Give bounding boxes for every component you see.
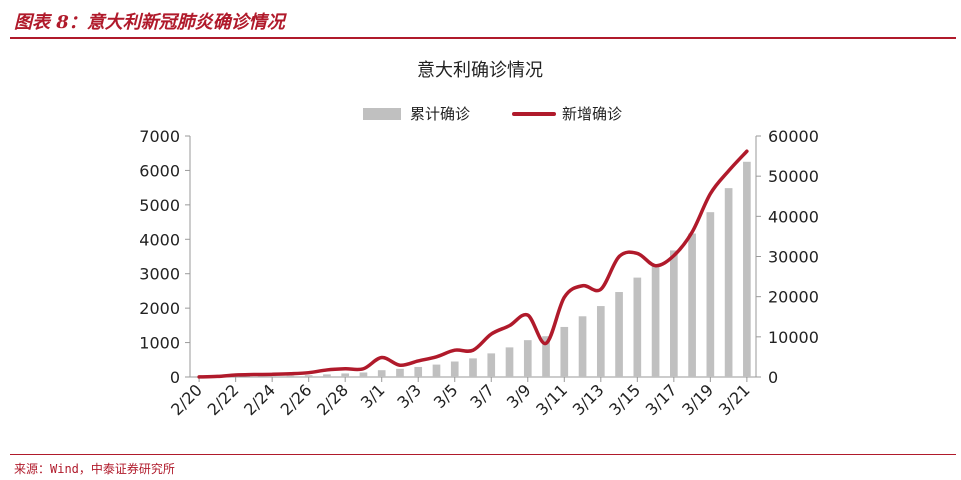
x-tick-label: 3/21 (715, 380, 754, 419)
y-left-tick-label: 0 (170, 368, 180, 387)
bar-2/27 (323, 374, 331, 377)
x-tick-label: 3/13 (569, 380, 608, 419)
bar-3/17 (670, 250, 678, 377)
x-tick-label: 3/7 (466, 380, 498, 412)
bar-3/9 (523, 340, 532, 377)
series-line-new-cases (197, 149, 749, 379)
bottom-rule (10, 454, 956, 455)
y-right-tick-label: 50000 (768, 167, 819, 186)
legend-label-line: 新增确诊 (562, 105, 622, 123)
bar-3/7 (487, 353, 496, 377)
legend-label-bars: 累计确诊 (410, 105, 470, 123)
bar-3/1 (377, 370, 386, 377)
bar-2/24 (268, 376, 276, 377)
y-left-tick-label: 3000 (139, 265, 180, 284)
bar-3/10 (542, 336, 550, 377)
bar-3/5 (450, 361, 459, 377)
y-right-tick-label: 40000 (768, 207, 819, 226)
x-tick-label: 3/1 (357, 380, 389, 412)
top-rule (10, 37, 956, 39)
x-tick-label: 3/3 (393, 380, 425, 412)
bar-3/21 (743, 161, 751, 377)
bar-3/14 (615, 292, 623, 377)
y-left-tick-label: 6000 (139, 161, 180, 180)
x-tick-label: 3/5 (430, 380, 462, 412)
bar-3/6 (469, 358, 477, 377)
y-right-tick-label: 30000 (768, 248, 819, 267)
y-left-tick-label: 7000 (139, 127, 180, 146)
bar-3/2 (396, 368, 404, 377)
x-tick-label: 3/19 (678, 380, 717, 419)
bar-3/18 (688, 233, 696, 377)
x-tick-label: 2/22 (204, 380, 243, 419)
y-right-tick-label: 10000 (768, 328, 819, 347)
x-tick-label: 3/15 (605, 380, 644, 419)
bar-2/26 (304, 375, 313, 377)
bar-2/25 (286, 375, 295, 377)
x-tick-label: 3/11 (532, 380, 571, 419)
legend-swatch-bars (363, 108, 401, 120)
bar-3/11 (560, 326, 569, 377)
bar-3/15 (633, 277, 642, 377)
x-tick-label: 3/9 (503, 380, 535, 412)
bar-3/4 (432, 364, 441, 377)
source-note: 来源：Wind，中泰证券研究所 (14, 462, 175, 476)
figure-title: 图表 8：意大利新冠肺炎确诊情况 (14, 12, 285, 33)
y-left-tick-label: 1000 (139, 334, 180, 353)
bar-3/13 (596, 306, 605, 377)
y-right-tick-label: 60000 (768, 127, 819, 146)
bar-2/28 (341, 373, 350, 377)
x-tick-label: 2/28 (313, 380, 352, 419)
bar-3/8 (505, 347, 514, 377)
x-tick-label: 2/26 (277, 380, 316, 419)
bar-3/12 (578, 316, 587, 377)
x-tick-label: 2/24 (240, 380, 279, 419)
bar-3/20 (724, 188, 733, 377)
bar-2/23 (250, 376, 258, 377)
y-left-tick-label: 4000 (139, 230, 180, 249)
bar-3/16 (651, 264, 660, 377)
bar-2/29 (359, 372, 368, 377)
bar-3/19 (706, 212, 715, 377)
bar-3/3 (414, 366, 423, 377)
y-right-tick-label: 20000 (768, 288, 819, 307)
y-left-tick-label: 5000 (139, 196, 180, 215)
x-tick-label: 3/17 (642, 380, 681, 419)
chart-title: 意大利确诊情况 (417, 60, 543, 81)
y-right-tick-label: 0 (768, 368, 778, 387)
y-left-tick-label: 2000 (139, 299, 180, 318)
